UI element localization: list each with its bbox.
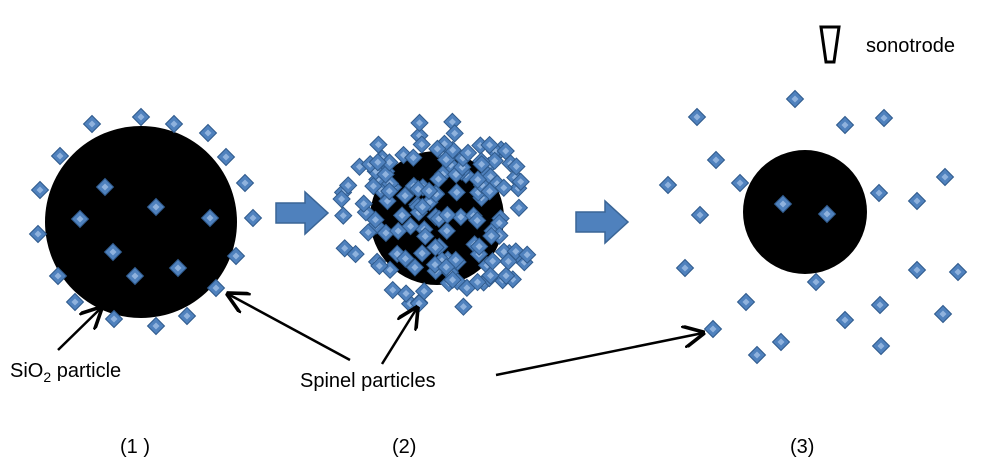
spinel-particle [837, 117, 854, 134]
sio2-particle [743, 150, 867, 274]
spinel-particle [32, 182, 49, 199]
spinel-particle [871, 185, 888, 202]
spinel-particle [705, 321, 722, 338]
spinel-label: Spinel particles [300, 370, 436, 392]
spinel-particle [179, 308, 196, 325]
spinel-particle [773, 334, 790, 351]
spinel-particle [411, 114, 428, 131]
step-label: (2) [392, 436, 416, 458]
spinel-particle [237, 175, 254, 192]
spinel-particle [708, 152, 725, 169]
spinel-particle [909, 193, 926, 210]
label-subscript: 2 [43, 369, 51, 385]
label-part: SiO [10, 360, 43, 382]
sonotrode-label: sonotrode [866, 35, 955, 57]
spinel-particle [909, 262, 926, 279]
spinel-particle [872, 297, 889, 314]
spinel-particle [384, 282, 401, 299]
page: {"labels": {"sonotrode": "sonotrode", "s… [0, 0, 990, 465]
pointer-arrow [228, 294, 350, 360]
spinel-particle [200, 125, 217, 142]
step-label: (1 ) [120, 436, 150, 458]
spinel-particle [732, 175, 749, 192]
spinel-particle [937, 169, 954, 186]
spinel-particle [455, 298, 472, 315]
spinel-particle [873, 338, 890, 355]
spinel-particle [84, 116, 101, 133]
process-arrow [576, 201, 628, 243]
sio2-label: SiO2 particle [10, 360, 121, 385]
pointer-arrow [496, 333, 703, 375]
diagram: sonotrode SiO2 particle Spinel particles… [0, 0, 990, 465]
pointer-arrow [382, 308, 417, 364]
spinel-particle [837, 312, 854, 329]
spinel-particle [245, 210, 262, 227]
spinel-particle [808, 274, 825, 291]
spinel-particle [787, 91, 804, 108]
pointer-arrow [58, 308, 101, 350]
spinel-particle [935, 306, 952, 323]
spinel-particle [692, 207, 709, 224]
process-arrow [276, 192, 328, 234]
spinel-particle [133, 109, 150, 126]
spinel-particle [660, 177, 677, 194]
spinel-particle [218, 149, 235, 166]
label-part: particle [51, 360, 121, 382]
spinel-particle [677, 260, 694, 277]
spinel-particle [148, 318, 165, 335]
spinel-particle [876, 110, 893, 127]
step-label: (3) [790, 436, 814, 458]
spinel-particle [510, 199, 527, 216]
spinel-particle [335, 207, 352, 224]
spinel-particle [689, 109, 706, 126]
spinel-particle [370, 136, 387, 153]
spinel-particle [52, 148, 69, 165]
spinel-particle [749, 347, 766, 364]
spinel-particle [738, 294, 755, 311]
spinel-particle [30, 226, 47, 243]
sonotrode-icon [821, 27, 839, 62]
spinel-particle [950, 264, 967, 281]
